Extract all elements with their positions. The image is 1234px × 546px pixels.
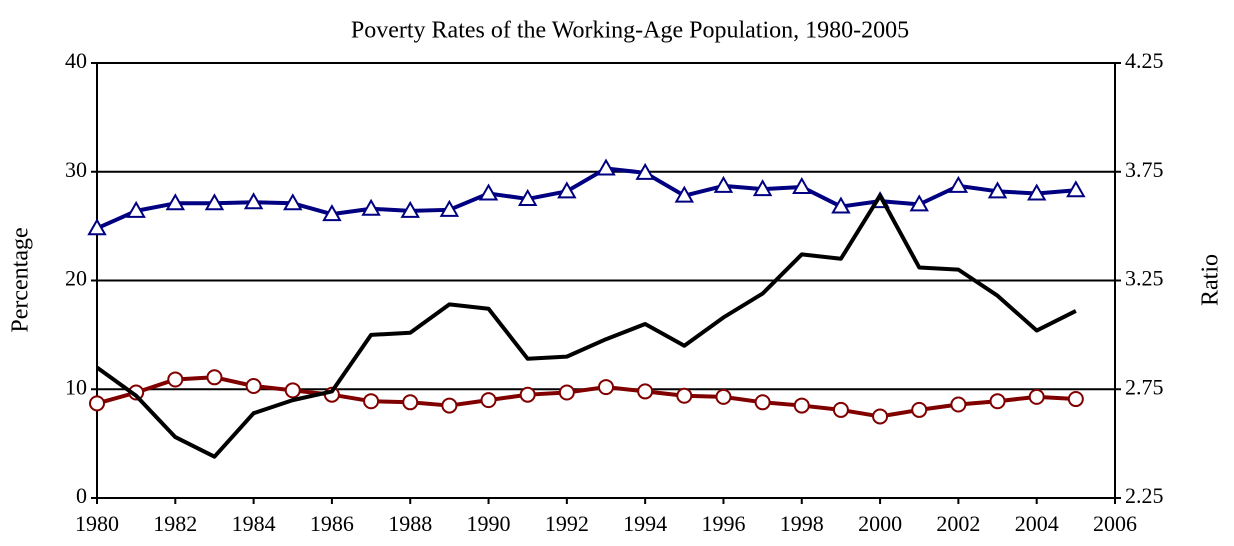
point-marker xyxy=(754,394,771,411)
point-marker xyxy=(558,384,575,401)
point-marker xyxy=(911,401,928,418)
point-marker xyxy=(517,188,538,206)
point-marker xyxy=(402,394,419,411)
y-tick-label: 40 xyxy=(65,48,87,73)
point-marker xyxy=(480,392,497,409)
x-tick-label: 1992 xyxy=(545,511,589,536)
x-tick-label: 1984 xyxy=(232,511,276,536)
x-tick-label: 1998 xyxy=(780,511,824,536)
point-marker xyxy=(752,179,773,197)
x-tick-label: 1982 xyxy=(153,511,197,536)
x-tick-label: 1990 xyxy=(467,511,511,536)
y2-axis-label: Ratio xyxy=(1198,254,1224,306)
point-marker xyxy=(165,193,186,211)
x-tick-label: 2004 xyxy=(1015,511,1059,536)
series-line xyxy=(96,166,1077,231)
y-tick-label: 0 xyxy=(76,483,87,508)
point-marker xyxy=(676,387,693,404)
point-marker xyxy=(715,388,732,405)
point-marker xyxy=(793,397,810,414)
point-marker xyxy=(478,183,499,201)
point-marker xyxy=(1066,180,1086,198)
y2-tick-label: 3.75 xyxy=(1125,157,1164,182)
point-marker xyxy=(1067,391,1084,408)
point-marker xyxy=(950,396,967,413)
point-marker xyxy=(948,175,969,193)
point-marker xyxy=(441,397,458,414)
point-marker xyxy=(792,176,812,194)
point-marker xyxy=(283,193,303,211)
y2-tick-label: 2.75 xyxy=(1125,374,1164,399)
point-marker xyxy=(598,379,614,396)
point-marker xyxy=(635,162,655,180)
point-marker xyxy=(637,383,654,400)
point-marker xyxy=(674,185,695,203)
point-marker xyxy=(519,386,536,403)
point-marker xyxy=(284,382,301,399)
point-marker xyxy=(322,204,342,222)
point-marker xyxy=(596,158,616,176)
point-marker xyxy=(872,408,889,425)
point-marker xyxy=(167,371,184,388)
x-tick-label: 1988 xyxy=(388,511,432,536)
y-axis-label: Percentage xyxy=(8,227,34,332)
y2-tick-label: 3.25 xyxy=(1125,266,1164,291)
point-marker xyxy=(126,200,146,218)
series-line xyxy=(95,193,1077,459)
x-tick-label: 1980 xyxy=(75,511,119,536)
x-tick-label: 2002 xyxy=(936,511,980,536)
point-marker xyxy=(909,194,929,212)
point-marker xyxy=(831,196,851,214)
point-marker xyxy=(243,192,264,210)
y-tick-label: 20 xyxy=(65,266,87,291)
point-marker xyxy=(87,218,107,236)
x-tick-label: 2006 xyxy=(1093,511,1137,536)
point-marker xyxy=(363,393,380,410)
point-marker xyxy=(713,175,734,193)
point-marker xyxy=(989,393,1006,410)
point-marker xyxy=(89,395,105,412)
series-line xyxy=(96,375,1076,419)
x-tick-label: 2000 xyxy=(858,511,902,536)
point-marker xyxy=(245,377,262,394)
point-marker xyxy=(206,369,223,386)
point-marker xyxy=(439,199,460,217)
point-marker xyxy=(400,200,420,218)
y2-tick-label: 4.25 xyxy=(1125,48,1164,73)
point-marker xyxy=(1028,388,1045,405)
x-tick-label: 1996 xyxy=(701,511,745,536)
x-tick-label: 1986 xyxy=(310,511,354,536)
y2-tick-label: 2.25 xyxy=(1125,483,1164,508)
y-tick-label: 10 xyxy=(65,374,87,399)
point-marker xyxy=(987,181,1008,199)
point-marker xyxy=(1026,183,1047,201)
x-tick-label: 1994 xyxy=(623,511,667,536)
chart-title: Poverty Rates of the Working-Age Populat… xyxy=(351,18,909,44)
point-marker xyxy=(204,193,225,211)
point-marker xyxy=(361,198,381,216)
point-marker xyxy=(557,181,577,199)
y-tick-label: 30 xyxy=(65,157,87,182)
point-marker xyxy=(832,401,849,418)
